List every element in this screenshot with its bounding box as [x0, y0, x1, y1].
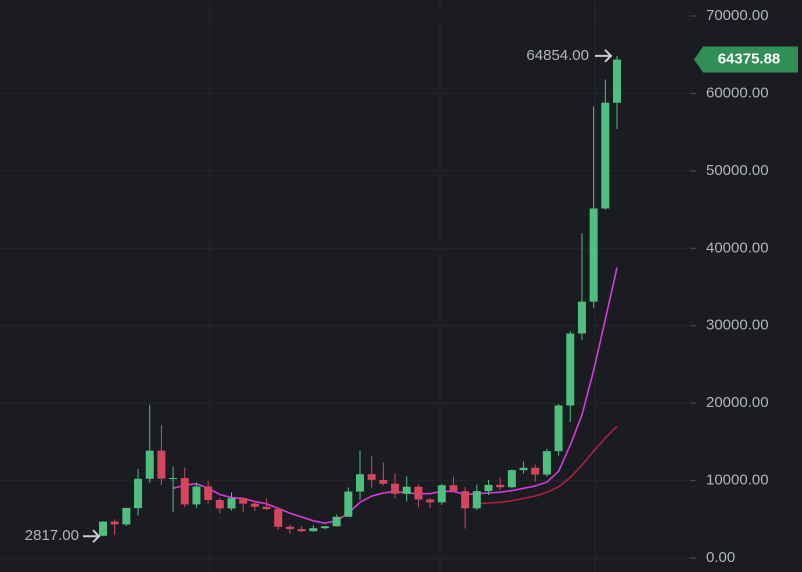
candle-body: [145, 450, 154, 479]
candle-body: [99, 521, 107, 536]
candle-body: [507, 470, 516, 488]
candle-body: [414, 486, 423, 500]
candle-body: [542, 451, 551, 475]
high-label: 64854.00: [526, 47, 589, 64]
candle-body: [262, 506, 271, 510]
candle-body: [472, 491, 481, 509]
candle-body: [134, 478, 143, 509]
candle-body: [320, 526, 329, 529]
candle-body: [402, 486, 411, 494]
arrow: [83, 529, 101, 543]
y-tick-label: 20000.00: [706, 394, 769, 411]
candle-body: [601, 102, 610, 209]
candle-body: [496, 484, 505, 488]
low-label: 2817.00: [25, 527, 79, 544]
candle-body: [285, 526, 294, 530]
y-tick-label: 70000.00: [706, 7, 769, 24]
moving-average-line: [476, 425, 618, 505]
candle-body: [437, 485, 446, 503]
candle-body: [250, 503, 259, 507]
arrow: [595, 49, 613, 63]
candle-body: [613, 59, 621, 103]
candle-body: [449, 485, 458, 492]
candle-body: [204, 486, 213, 501]
candle-body: [531, 467, 540, 475]
candle-body: [344, 491, 353, 517]
candle-body: [239, 498, 248, 504]
y-tick-label: 30000.00: [706, 317, 769, 334]
candle-body: [519, 467, 528, 471]
candle-body: [589, 208, 598, 302]
candle-body: [461, 491, 470, 509]
candle-body: [566, 333, 575, 406]
candle-body: [309, 528, 318, 532]
candle-body: [215, 500, 224, 509]
y-tick-label: 60000.00: [706, 84, 769, 101]
candle-body: [297, 529, 306, 532]
y-tick-label: 50000.00: [706, 162, 769, 179]
candle-body: [426, 499, 435, 503]
y-tick-label: 10000.00: [706, 472, 769, 489]
candle-body: [332, 516, 341, 527]
price-tag: [694, 46, 798, 73]
candle-body: [227, 498, 236, 509]
candle-body: [577, 301, 586, 334]
y-tick-label: 40000.00: [706, 239, 769, 256]
candle-body: [110, 521, 119, 525]
candle-body: [554, 405, 563, 452]
candle-body: [391, 483, 400, 494]
candle-body: [356, 474, 364, 492]
candle-body: [484, 484, 493, 492]
candle-body: [192, 486, 201, 505]
last-price: 64375.88: [718, 51, 781, 68]
candle-body: [274, 509, 283, 527]
candle-body: [180, 478, 189, 505]
candle-body: [157, 450, 166, 479]
y-tick-label: 0.00: [706, 549, 735, 566]
candle-body: [122, 507, 131, 525]
candle-body: [379, 479, 388, 484]
candle-body: [169, 478, 178, 480]
candle-body: [367, 474, 376, 480]
